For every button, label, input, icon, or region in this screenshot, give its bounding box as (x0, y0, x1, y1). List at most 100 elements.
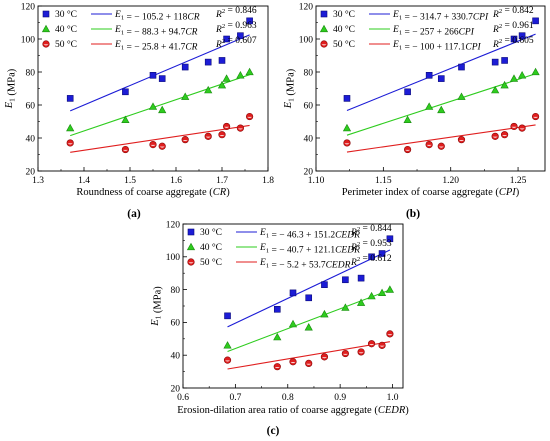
data-point (204, 132, 212, 140)
data-point (66, 95, 74, 102)
legend-name: 50 °C (55, 39, 77, 50)
fit-line (227, 249, 391, 328)
x-tick-label: 0.7 (229, 393, 241, 403)
legend-r2: R2 = 0.846 (215, 6, 257, 20)
data-point (218, 131, 226, 139)
legend-name: 30 °C (333, 9, 355, 20)
data-point (532, 17, 539, 25)
data-point (204, 85, 213, 94)
panel-c: 0.6 0.7 0.8 0.9 1.0 20 40 60 80 100 120 Erosion-dil… (150, 220, 409, 437)
series-triangle: 40 °C E1 = − 88.3 + 94.7CR R2 = 0.963 (41, 21, 257, 137)
data-point (305, 359, 313, 368)
x-tick-label: 1.10 (308, 176, 325, 186)
legend-r2: R2 = 0.605 (492, 36, 534, 50)
legend-name: 30 °C (55, 9, 77, 20)
data-point (518, 124, 526, 132)
data-point (122, 88, 129, 96)
data-point (491, 58, 499, 66)
data-point (320, 309, 329, 318)
y-tick-label: 100 (21, 35, 36, 45)
data-point (223, 35, 230, 43)
y-tick-label: 40 (171, 352, 181, 362)
legend-r2: R2 = 0.961 (492, 21, 534, 35)
data-point (356, 298, 366, 306)
y-axis-label: E1 (MPa) (150, 286, 164, 327)
data-point (289, 358, 297, 366)
x-tick-label: 0.6 (177, 393, 189, 403)
data-point (501, 57, 508, 64)
data-point (304, 323, 313, 331)
panel-label: (c) (267, 425, 280, 437)
legend-name: 50 °C (333, 39, 355, 50)
x-tick-label: 1.7 (216, 176, 228, 186)
fit-line (346, 124, 536, 153)
legend-name: 40 °C (200, 242, 222, 253)
data-point (425, 102, 434, 110)
series-square: 30 °C E1 = − 314.7 + 330.7CPI R2 = 0.842 (320, 6, 539, 111)
y-tick-label: 100 (166, 253, 181, 263)
data-point (491, 85, 500, 94)
data-point (223, 356, 232, 364)
data-point (305, 294, 313, 302)
legend-equation: E1 = − 5.2 + 53.7CEDR (259, 258, 351, 271)
legend-r2: R2 = 0.607 (215, 36, 257, 50)
data-point (246, 17, 253, 25)
data-point (223, 341, 232, 349)
legend-r2: R2 = 0.842 (492, 6, 534, 20)
data-point (217, 80, 227, 89)
data-point (236, 71, 245, 79)
data-point (500, 80, 509, 89)
data-point (236, 124, 244, 132)
fit-line (227, 341, 390, 370)
legend-equation: E1 = − 46.3 + 151.2CEDR (259, 228, 360, 241)
data-point (273, 363, 281, 371)
fit-line (70, 74, 250, 137)
series-circle: 50 °C E1 = − 5.2 + 53.7CEDR R2 = 0.612 (187, 254, 394, 371)
legend-r2: R2 = 0.963 (215, 21, 257, 35)
data-point (224, 312, 231, 320)
data-point (158, 105, 167, 114)
x-tick-label: 1.4 (78, 176, 90, 186)
data-point (425, 72, 433, 79)
legend-equation: E1 = − 314.7 + 330.7CPI (392, 10, 489, 23)
data-point (437, 105, 446, 114)
y-tick-label: 60 (171, 319, 181, 329)
data-point (66, 123, 75, 132)
legend-name: 30 °C (200, 227, 222, 238)
data-point (531, 67, 540, 76)
legend-marker (42, 10, 50, 18)
data-point (510, 35, 518, 43)
data-point (341, 303, 350, 311)
y-tick-label: 100 (299, 35, 314, 45)
data-point (149, 141, 157, 149)
x-tick-label: 1.3 (32, 176, 44, 186)
data-point (342, 276, 349, 284)
data-point (121, 115, 130, 123)
fit-line (70, 124, 250, 153)
x-tick-label: 0.8 (282, 393, 294, 403)
data-point (357, 274, 365, 282)
legend-name: 40 °C (333, 24, 355, 35)
data-point (377, 288, 387, 297)
data-point (386, 235, 394, 243)
x-tick-label: 0.9 (334, 393, 346, 403)
legend-equation: E1 = − 88.3 + 94.7CR (114, 25, 198, 38)
legend-name: 50 °C (200, 257, 222, 268)
x-tick-label: 1.6 (170, 176, 182, 186)
series-square: 30 °C E1 = − 105.2 + 118CR R2 = 0.846 (42, 6, 257, 112)
x-tick-label: 1.20 (442, 176, 459, 186)
data-point (158, 142, 166, 150)
data-point (510, 122, 518, 131)
legend-marker (42, 40, 50, 48)
data-point (531, 112, 540, 121)
data-point (404, 145, 412, 154)
legend-r2: R2 = 0.953 (350, 239, 392, 253)
data-point (425, 141, 433, 149)
data-point (237, 32, 244, 40)
data-point (437, 142, 445, 150)
data-point (181, 92, 190, 100)
data-point (500, 131, 509, 139)
